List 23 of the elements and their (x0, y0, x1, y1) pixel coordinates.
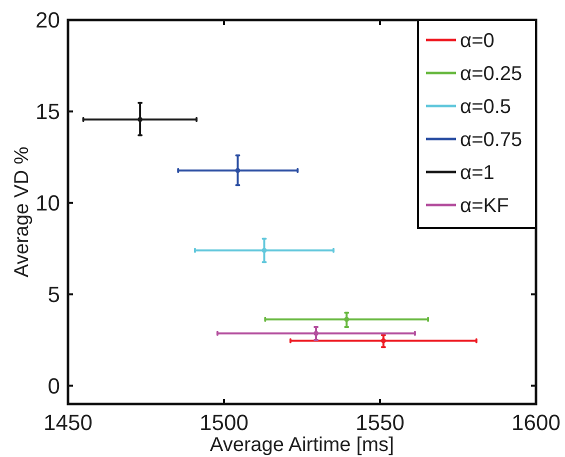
y-tick-label: 15 (36, 99, 60, 124)
legend-label: α=0.5 (460, 96, 512, 118)
x-axis-title: Average Airtime [ms] (210, 434, 394, 456)
point (262, 248, 267, 253)
point (235, 168, 240, 173)
y-tick-label: 10 (36, 190, 60, 216)
x-tick-label: 1500 (200, 410, 248, 435)
y-tick-label: 20 (36, 8, 60, 33)
x-tick-label: 1450 (44, 410, 92, 435)
legend-label: α=KF (460, 195, 509, 217)
x-tick-label: 1550 (356, 410, 404, 435)
point (380, 338, 386, 344)
legend-label: α=0 (460, 30, 494, 52)
legend-label: α=0.25 (460, 63, 522, 85)
point (314, 330, 319, 336)
y-tick-label: 0 (48, 373, 60, 398)
point (138, 116, 143, 122)
x-tick-label: 1600 (512, 410, 560, 435)
legend-label: α=0.75 (460, 129, 522, 151)
legend-label: α=1 (460, 162, 494, 184)
point (344, 316, 350, 322)
y-axis-title: Average VD % (11, 146, 33, 278)
y-tick-label: 5 (48, 282, 60, 307)
